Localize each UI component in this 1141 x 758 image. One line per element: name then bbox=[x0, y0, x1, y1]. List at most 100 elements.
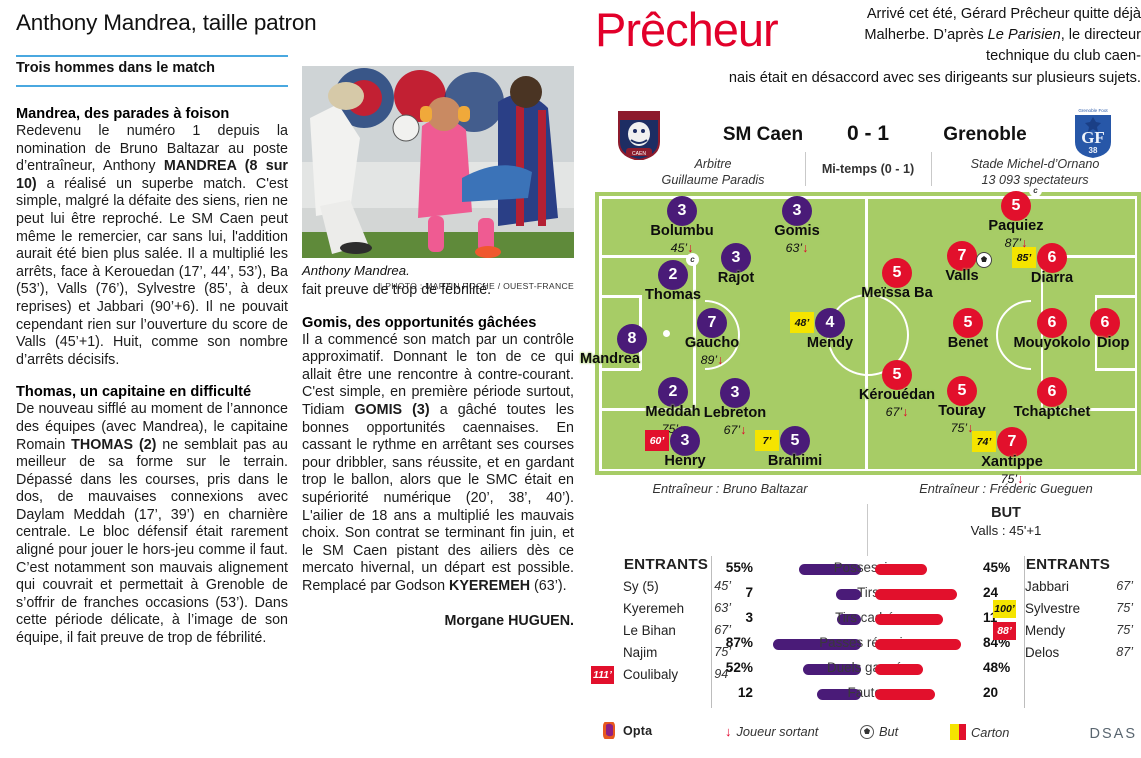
player-rating-badge: 3 bbox=[670, 426, 700, 456]
player-name: Rajot bbox=[717, 270, 755, 286]
kicker-rule-bottom bbox=[16, 85, 288, 87]
home-6yd-bottom bbox=[599, 368, 641, 371]
substitute-name: Kyeremeh bbox=[623, 601, 685, 616]
article-column-left: Mandrea, des parades à foison Redevenu l… bbox=[16, 105, 288, 648]
scoreboard: CAEN SM Caen 0 - 1 Grenoble Grenoble Foo… bbox=[595, 104, 1141, 192]
substitute-name: Delos bbox=[1025, 645, 1060, 660]
substitute-minute: 75’ bbox=[714, 645, 731, 659]
stat-away-value: 48% bbox=[983, 660, 1011, 675]
substitute-minute: 45’ bbox=[714, 579, 731, 593]
player-name: Diarra bbox=[1030, 270, 1074, 286]
player-substituted-minute: 67’↓ bbox=[885, 405, 909, 419]
goals-title: BUT bbox=[991, 505, 1021, 521]
stat-row: 55% Possession 45% bbox=[711, 556, 1025, 581]
article-photo-block: Anthony Mandrea. | Photo : Martin ROCHE … bbox=[302, 66, 574, 291]
player-substituted-minute: 75’↓ bbox=[950, 421, 974, 435]
substitute-minute: 75’ bbox=[1116, 601, 1133, 615]
home-penalty-spot bbox=[663, 330, 670, 337]
goals-divider bbox=[867, 504, 868, 556]
substitutes-title: ENTRANTS bbox=[623, 556, 709, 573]
page-title: Anthony Mandrea, taille patron bbox=[16, 10, 317, 35]
player-name: Bolumbu bbox=[650, 223, 714, 239]
section-heading: Thomas, un capitaine en difficulté bbox=[16, 384, 252, 401]
player-name: Diop bbox=[1097, 335, 1130, 351]
player-name: Gomis bbox=[774, 223, 820, 239]
home-6yd-top bbox=[599, 295, 641, 298]
watermark: DSAS bbox=[1089, 726, 1137, 742]
yellow-card-icon: 74’ bbox=[972, 431, 996, 452]
player-name: Henry bbox=[664, 453, 706, 469]
section-body: Il a commencé son match par un contrôle … bbox=[302, 331, 575, 594]
player-substituted-minute: 89’↓ bbox=[700, 353, 724, 367]
player-name: Meïssa Ba bbox=[861, 285, 933, 301]
article-kicker: Trois hommes dans le match bbox=[16, 60, 216, 76]
coaches-row: Entraîneur : Bruno Baltazar Entraîneur :… bbox=[595, 481, 1141, 504]
player-name: Paquiez bbox=[988, 218, 1044, 234]
card-icon bbox=[950, 724, 966, 740]
stat-away-value: 24 bbox=[983, 585, 999, 600]
substitute-name: Coulibaly bbox=[623, 667, 679, 682]
player-name: Brahimi bbox=[767, 453, 823, 469]
section-body: Redevenu le numéro 1 depuis la nominatio… bbox=[16, 123, 288, 368]
stat-home-value: 12 bbox=[737, 685, 753, 700]
kicker-rule-top bbox=[16, 55, 288, 57]
legend-row: Opta ↓ Joueur sortant But Carton DSAS bbox=[595, 716, 1141, 756]
brief-block: Prêcheur Arrivé cet été, Gérard Prêcheur… bbox=[595, 0, 1141, 104]
yellow-card-icon: 7’ bbox=[755, 430, 779, 451]
captain-icon: c bbox=[1029, 184, 1042, 197]
opta-mark-icon bbox=[601, 720, 618, 741]
substitute-minute: 94’ bbox=[714, 667, 731, 681]
down-arrow-icon: ↓ bbox=[725, 724, 732, 739]
venue-block: Stade Michel-d’Ornano 13 093 spectateurs bbox=[970, 157, 1100, 187]
pitch-line-top bbox=[599, 196, 1137, 199]
player-rating-badge: 8 bbox=[617, 324, 647, 354]
legend-card: Carton bbox=[950, 724, 1009, 740]
stat-away-bar bbox=[875, 664, 923, 675]
substitute-row: 88’ Mendy 75’ bbox=[993, 622, 1133, 644]
substitute-row: Le Bihan 67’ bbox=[601, 622, 731, 644]
stat-home-bar bbox=[817, 689, 861, 700]
player-rating-badge: 7 bbox=[997, 427, 1027, 457]
player-name: Benet bbox=[947, 335, 989, 351]
away-box-bottom bbox=[1041, 408, 1137, 411]
substitute-minute: 75’ bbox=[1116, 623, 1133, 637]
substitute-row: Jabbari 67’ bbox=[1003, 578, 1133, 600]
substitute-name: Sylvestre bbox=[1025, 601, 1081, 616]
stat-home-value: 87% bbox=[725, 635, 753, 650]
photo-caption: Anthony Mandrea. bbox=[302, 263, 410, 278]
player-rating-badge: 5 bbox=[780, 426, 810, 456]
home-coach: Entraîneur : Bruno Baltazar bbox=[652, 481, 808, 496]
player-substituted-minute: 45’↓ bbox=[670, 241, 694, 255]
goals-block: BUT Valls : 45'+1 bbox=[595, 504, 1141, 556]
player-name: Tchaptchet bbox=[1013, 404, 1091, 420]
player-rating-badge: 5 bbox=[953, 308, 983, 338]
substitute-minute: 67’ bbox=[714, 623, 731, 637]
halftime-score: Mi-temps (0 - 1) bbox=[821, 162, 915, 176]
substitute-minute: 87’ bbox=[1116, 645, 1133, 659]
section-heading: Mandrea, des parades à foison bbox=[16, 106, 230, 122]
legend-goal: But bbox=[860, 724, 898, 739]
away-6yd-top bbox=[1095, 295, 1137, 298]
pitch-line-right bbox=[1134, 196, 1137, 471]
pitch-line-left bbox=[599, 196, 602, 471]
stat-home-value: 3 bbox=[745, 610, 753, 625]
red-card-icon: 88’ bbox=[993, 622, 1016, 640]
player-name: Mandrea bbox=[579, 351, 640, 367]
player-rating-badge: 5 bbox=[947, 376, 977, 406]
substitute-row: 100’ Sylvestre 75’ bbox=[993, 600, 1133, 622]
player-rating-badge: 7 bbox=[947, 241, 977, 271]
home-box-top bbox=[599, 255, 695, 258]
stat-row: 52% Duels gagnés 48% bbox=[711, 656, 1025, 681]
stat-row: 7 Tirs 24 bbox=[711, 581, 1025, 606]
player-name: Meddah bbox=[645, 404, 701, 420]
stats-divider-right bbox=[1024, 556, 1025, 708]
player-rating-badge: 5 bbox=[882, 258, 912, 288]
article-byline: Morgane HUGUEN. bbox=[444, 612, 574, 629]
player-rating-badge: 5 bbox=[1001, 191, 1031, 221]
goal-ball-icon bbox=[976, 252, 992, 268]
match-stats: 55% Possession 45% 7 Tirs 24 3 Tirs cadrés 11 87%… bbox=[711, 556, 1025, 708]
stat-home-value: 55% bbox=[725, 560, 753, 575]
stat-away-bar bbox=[875, 564, 927, 575]
away-6yd-bottom bbox=[1095, 368, 1137, 371]
substitute-name: Le Bihan bbox=[623, 623, 676, 638]
